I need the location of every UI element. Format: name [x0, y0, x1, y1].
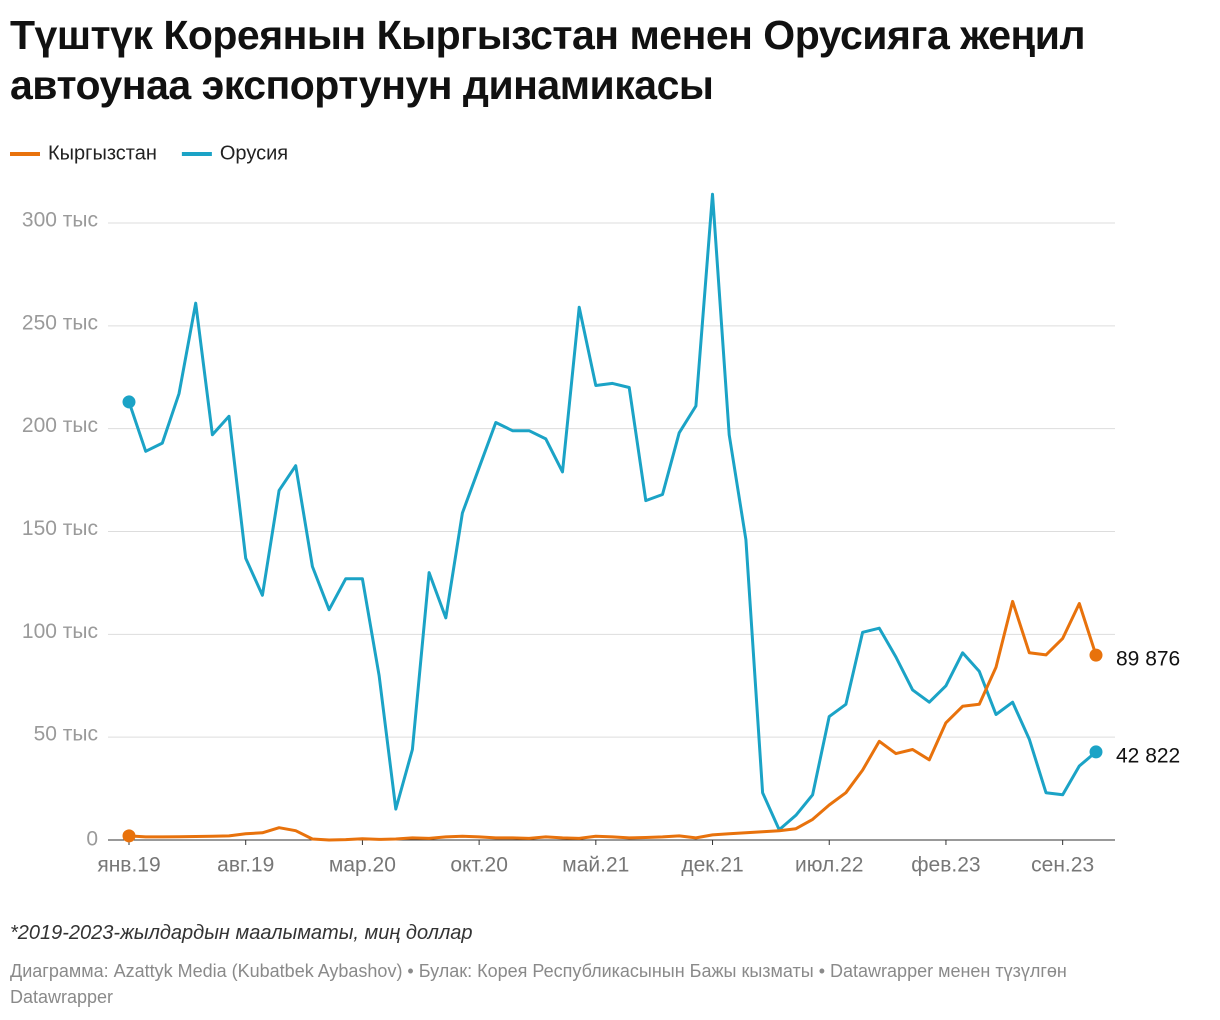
end-dot — [122, 395, 136, 409]
x-tick-label: мар.20 — [329, 854, 396, 877]
y-tick-label: 50 тыс — [34, 723, 98, 746]
legend-label: Кыргызстан — [48, 142, 157, 164]
line — [128, 599, 1098, 842]
x-tick-label: июл.22 — [795, 854, 863, 877]
credit: Диаграмма: Azattyk Media (Kubatbek Aybas… — [10, 961, 1067, 1007]
x-tick-label: май.21 — [562, 854, 629, 877]
end-dot — [1089, 648, 1103, 662]
y-tick-label: 250 тыс — [22, 311, 98, 334]
x-tick-label: фев.23 — [911, 854, 980, 877]
legend-label: Орусия — [220, 142, 288, 164]
chart-title: Түштүк Кореянын Кыргызстан менен Орусияг… — [10, 12, 1086, 108]
y-tick-label: 100 тыс — [22, 620, 98, 643]
y-tick-label: 150 тыс — [22, 517, 98, 540]
end-label: 42 822 — [1116, 744, 1180, 767]
x-tick-label: сен.23 — [1031, 854, 1094, 877]
note: *2019-2023-жылдардын маалыматы, миң долл… — [10, 922, 473, 944]
x-tick-label: авг.19 — [217, 854, 274, 877]
x-tick-label: янв.19 — [97, 854, 160, 877]
end-dot — [1089, 745, 1103, 759]
end-dot — [122, 829, 136, 843]
y-tick-label: 0 — [86, 828, 98, 851]
x-tick-label: окт.20 — [450, 854, 508, 877]
y-tick-label: 200 тыс — [22, 414, 98, 437]
y-tick-label: 300 тыс — [22, 209, 98, 232]
x-tick-label: дек.21 — [681, 854, 743, 877]
end-label: 89 876 — [1116, 648, 1180, 671]
line — [127, 192, 1097, 832]
